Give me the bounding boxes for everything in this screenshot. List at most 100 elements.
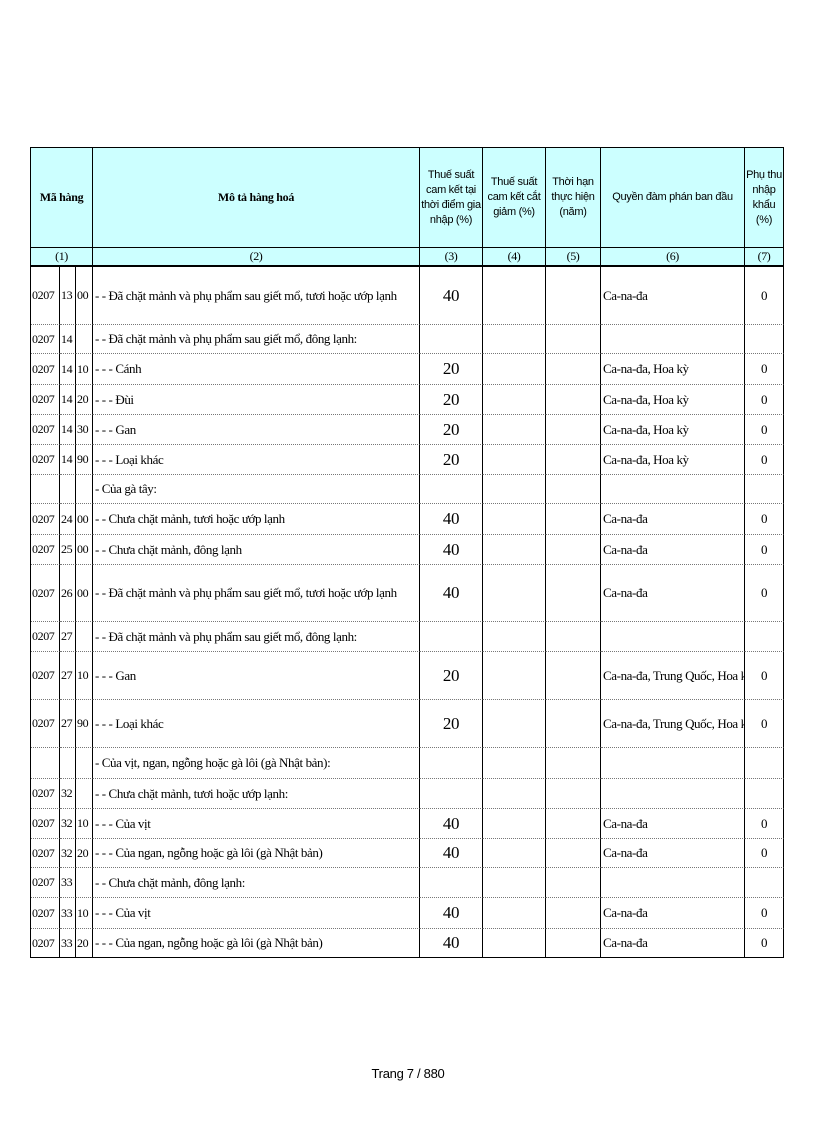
hs-code: 0207	[31, 415, 60, 445]
reduced-rate	[483, 385, 546, 415]
period	[546, 700, 601, 748]
hs-code	[31, 748, 60, 779]
hs-code: 00	[76, 504, 93, 535]
description: - - Chưa chặt mảnh, tươi hoặc ướp lạnh:	[93, 779, 420, 809]
hs-code: 0207	[31, 868, 60, 898]
period	[546, 267, 601, 325]
description: - - - Đùi	[93, 385, 420, 415]
reduced-rate	[483, 809, 546, 839]
import-surcharge: 0	[745, 415, 784, 445]
period	[546, 652, 601, 700]
negotiating-rights: Ca-na-đa	[601, 809, 745, 839]
negotiating-rights: Ca-na-đa	[601, 565, 745, 622]
reduced-rate	[483, 622, 546, 652]
reduced-rate	[483, 779, 546, 809]
column-header: Mã hàng	[31, 148, 93, 248]
period	[546, 809, 601, 839]
hs-code: 20	[76, 385, 93, 415]
hs-code: 14	[60, 415, 76, 445]
negotiating-rights	[601, 475, 745, 504]
description: - - - Của vịt	[93, 898, 420, 929]
import-surcharge	[745, 325, 784, 354]
import-surcharge	[745, 868, 784, 898]
hs-code: 0207	[31, 325, 60, 354]
period	[546, 504, 601, 535]
hs-code: 0207	[31, 929, 60, 958]
negotiating-rights	[601, 325, 745, 354]
hs-code	[76, 779, 93, 809]
reduced-rate	[483, 267, 546, 325]
negotiating-rights	[601, 622, 745, 652]
column-number: (5)	[546, 248, 601, 267]
tariff-rate: 20	[420, 700, 483, 748]
hs-code: 10	[76, 354, 93, 385]
hs-code: 20	[76, 929, 93, 958]
hs-code: 33	[60, 868, 76, 898]
reduced-rate	[483, 325, 546, 354]
description: - - Chưa chặt mảnh, đông lạnh:	[93, 868, 420, 898]
reduced-rate	[483, 354, 546, 385]
column-header: Thuế suất cam kết tại thời điểm gia nhập…	[420, 148, 483, 248]
tariff-rate: 40	[420, 267, 483, 325]
negotiating-rights	[601, 868, 745, 898]
negotiating-rights: Ca-na-đa	[601, 929, 745, 958]
negotiating-rights	[601, 748, 745, 779]
import-surcharge: 0	[745, 652, 784, 700]
tariff-rate: 40	[420, 929, 483, 958]
negotiating-rights: Ca-na-đa, Trung Quốc, Hoa kỳ	[601, 700, 745, 748]
hs-code: 0207	[31, 267, 60, 325]
tariff-rate: 20	[420, 445, 483, 475]
hs-code: 14	[60, 445, 76, 475]
hs-code: 0207	[31, 898, 60, 929]
import-surcharge: 0	[745, 535, 784, 565]
import-surcharge: 0	[745, 700, 784, 748]
period	[546, 748, 601, 779]
hs-code: 0207	[31, 652, 60, 700]
negotiating-rights: Ca-na-đa, Hoa kỳ	[601, 445, 745, 475]
description: - - Chưa chặt mảnh, đông lạnh	[93, 535, 420, 565]
column-number: (2)	[93, 248, 420, 267]
hs-code: 0207	[31, 622, 60, 652]
negotiating-rights: Ca-na-đa	[601, 267, 745, 325]
tariff-rate: 40	[420, 565, 483, 622]
description: - - Đã chặt mảnh và phụ phẩm sau giết mổ…	[93, 325, 420, 354]
tariff-rate	[420, 475, 483, 504]
reduced-rate	[483, 652, 546, 700]
period	[546, 325, 601, 354]
import-surcharge	[745, 622, 784, 652]
period	[546, 779, 601, 809]
column-number: (3)	[420, 248, 483, 267]
description: - - - Gan	[93, 652, 420, 700]
hs-code: 13	[60, 267, 76, 325]
import-surcharge: 0	[745, 385, 784, 415]
period	[546, 929, 601, 958]
description: - - Đã chặt mảnh và phụ phẩm sau giết mổ…	[93, 622, 420, 652]
hs-code	[60, 475, 76, 504]
tariff-rate: 40	[420, 809, 483, 839]
reduced-rate	[483, 868, 546, 898]
import-surcharge: 0	[745, 929, 784, 958]
negotiating-rights: Ca-na-đa	[601, 839, 745, 868]
reduced-rate	[483, 898, 546, 929]
import-surcharge	[745, 779, 784, 809]
hs-code: 32	[60, 839, 76, 868]
tariff-rate: 20	[420, 415, 483, 445]
period	[546, 868, 601, 898]
import-surcharge	[745, 748, 784, 779]
hs-code: 27	[60, 700, 76, 748]
hs-code: 32	[60, 779, 76, 809]
column-number: (6)	[601, 248, 745, 267]
hs-code: 30	[76, 415, 93, 445]
table-border	[30, 147, 784, 148]
description: - - - Của ngan, ngỗng hoặc gà lôi (gà Nh…	[93, 839, 420, 868]
description: - - - Loại khác	[93, 700, 420, 748]
hs-code: 00	[76, 267, 93, 325]
column-header: Mô tả hàng hoá	[93, 148, 420, 248]
hs-code: 0207	[31, 779, 60, 809]
hs-code: 0207	[31, 839, 60, 868]
hs-code	[76, 622, 93, 652]
period	[546, 445, 601, 475]
hs-code: 0207	[31, 504, 60, 535]
description: - Của gà tây:	[93, 475, 420, 504]
hs-code: 33	[60, 898, 76, 929]
